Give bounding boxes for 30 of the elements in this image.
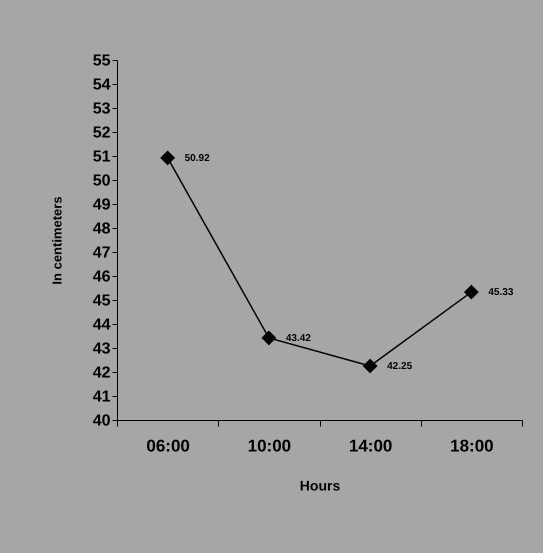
y-tick-label: 45 xyxy=(92,292,111,310)
data-label: 42.25 xyxy=(387,361,413,372)
y-tick-label: 50 xyxy=(92,172,111,190)
y-tick-label: 49 xyxy=(92,196,111,214)
y-tick-label: 51 xyxy=(92,148,111,166)
x-tick-label: 18:00 xyxy=(450,436,494,456)
data-label: 43.42 xyxy=(286,332,312,344)
y-tick-label: 52 xyxy=(92,124,111,142)
y-tick-label: 42 xyxy=(92,364,111,382)
y-tick-label: 54 xyxy=(92,76,111,94)
y-tick-label: 41 xyxy=(92,388,111,406)
y-tick-label: 48 xyxy=(92,220,111,238)
x-axis-title: Hours xyxy=(300,478,340,494)
y-tick-label: 53 xyxy=(92,100,111,118)
x-tick-label: 10:00 xyxy=(248,436,292,456)
point xyxy=(261,330,276,346)
y-tick-label: 55 xyxy=(92,52,111,70)
x-tick-label: 14:00 xyxy=(348,436,392,456)
y-tick-label: 46 xyxy=(92,268,111,286)
y-tick-label: 40 xyxy=(92,412,111,430)
x-tick-label: 06:00 xyxy=(146,436,190,456)
y-axis-title: In centimeters xyxy=(50,196,65,285)
y-tick-label: 47 xyxy=(92,244,111,262)
point xyxy=(160,150,176,166)
data-label: 50.92 xyxy=(184,152,210,164)
point xyxy=(362,358,378,374)
point xyxy=(464,284,479,300)
y-tick-label: 43 xyxy=(92,340,111,358)
y-tick-label: 44 xyxy=(92,316,111,334)
data-label: 45.33 xyxy=(488,287,514,298)
